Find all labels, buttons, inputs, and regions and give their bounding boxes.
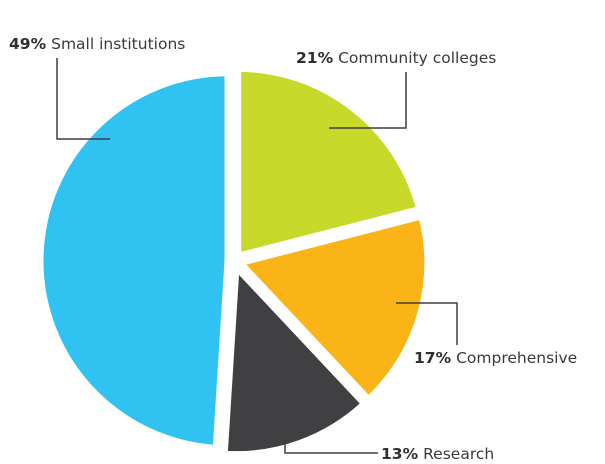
label-community-colleges: 21% Community colleges (296, 49, 496, 67)
label-small-institutions: 49% Small institutions (9, 35, 185, 53)
leader-line-small-institutions (56, 58, 110, 140)
leader-line-research (284, 434, 378, 454)
label-research: 13% Research (381, 445, 494, 463)
leader-line-comprehensive (396, 302, 458, 345)
label-comprehensive: 17% Comprehensive (414, 349, 577, 367)
pie-slice-research (220, 258, 370, 459)
pie-slice-small-institutions (36, 69, 232, 453)
leader-line-community-colleges (329, 72, 407, 129)
pie-slice-community-colleges (234, 64, 425, 261)
pie-slices (36, 64, 432, 459)
pie-slice-comprehensive (233, 211, 432, 405)
leader-lines (56, 58, 458, 454)
